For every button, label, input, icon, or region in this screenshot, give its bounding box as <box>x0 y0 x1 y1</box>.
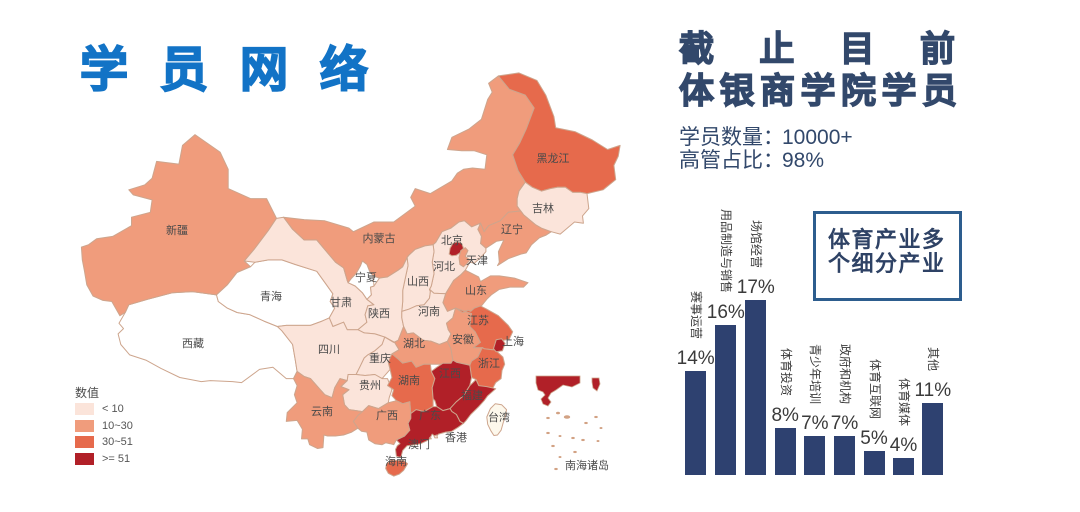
svg-text:甘肃: 甘肃 <box>330 296 352 309</box>
svg-text:广东: 广东 <box>419 409 441 422</box>
svg-text:吉林: 吉林 <box>532 201 554 215</box>
svg-text:澳门: 澳门 <box>408 437 430 451</box>
svg-text:广西: 广西 <box>376 409 398 422</box>
svg-text:云南: 云南 <box>311 405 333 418</box>
svg-text:上海: 上海 <box>502 334 524 348</box>
svg-text:陕西: 陕西 <box>368 306 390 320</box>
svg-text:湖南: 湖南 <box>398 374 420 387</box>
svg-text:江西: 江西 <box>439 367 461 380</box>
svg-text:贵州: 贵州 <box>359 379 381 392</box>
svg-text:河北: 河北 <box>433 260 455 273</box>
svg-text:山东: 山东 <box>465 284 487 297</box>
svg-text:香港: 香港 <box>445 431 467 444</box>
svg-text:台湾: 台湾 <box>488 410 510 424</box>
svg-text:宁夏: 宁夏 <box>355 270 377 284</box>
svg-text:北京: 北京 <box>441 233 463 247</box>
svg-text:山西: 山西 <box>407 275 429 288</box>
svg-text:浙江: 浙江 <box>478 357 500 370</box>
svg-text:青海: 青海 <box>260 289 282 303</box>
svg-text:内蒙古: 内蒙古 <box>363 231 396 245</box>
svg-text:河南: 河南 <box>418 305 440 318</box>
svg-text:辽宁: 辽宁 <box>501 222 523 236</box>
svg-text:福建: 福建 <box>461 388 483 402</box>
svg-text:黑龙江: 黑龙江 <box>537 152 570 165</box>
svg-text:江苏: 江苏 <box>467 314 489 327</box>
svg-text:重庆: 重庆 <box>369 351 391 365</box>
svg-text:西藏: 西藏 <box>182 337 204 350</box>
svg-text:海南: 海南 <box>385 454 407 468</box>
svg-text:南海诸岛: 南海诸岛 <box>565 458 609 472</box>
svg-text:天津: 天津 <box>466 254 488 267</box>
svg-text:湖北: 湖北 <box>403 337 425 350</box>
svg-text:四川: 四川 <box>318 344 340 356</box>
svg-text:新疆: 新疆 <box>166 223 188 237</box>
svg-text:安徽: 安徽 <box>452 332 474 346</box>
